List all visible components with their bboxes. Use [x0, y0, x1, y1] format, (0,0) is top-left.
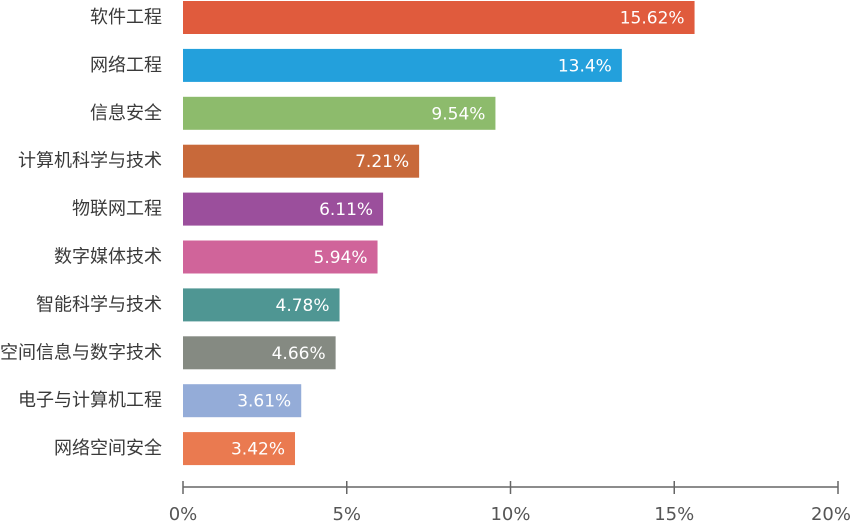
bar-value-label: 9.54% — [431, 104, 485, 124]
bar-value-label: 4.66% — [272, 344, 326, 364]
x-tick-label: 5% — [332, 504, 361, 525]
category-label: 电子与计算机工程 — [18, 390, 162, 411]
bar — [183, 144, 420, 178]
category-label: 数字媒体技术 — [54, 247, 162, 268]
category-label: 信息安全 — [90, 103, 162, 124]
bar — [183, 48, 622, 82]
bar — [183, 432, 296, 466]
bar — [183, 192, 384, 226]
category-label: 智能科学与技术 — [36, 294, 162, 315]
bar — [183, 240, 378, 274]
x-tick-label: 10% — [490, 504, 530, 525]
category-label: 计算机科学与技术 — [18, 151, 162, 172]
x-tick-label: 0% — [169, 504, 198, 525]
bar — [183, 96, 496, 130]
bar-value-label: 6.11% — [319, 200, 373, 220]
category-label: 物联网工程 — [72, 199, 162, 220]
bar — [183, 336, 336, 370]
bar — [183, 1, 695, 34]
x-tick-label: 15% — [654, 504, 694, 525]
bar — [183, 384, 302, 418]
category-label: 网络空间安全 — [54, 438, 162, 459]
bar-value-label: 4.78% — [276, 296, 330, 316]
x-axis: 0% 5% 10% 15% 20% — [169, 481, 851, 525]
category-label: 空间信息与数字技术 — [0, 342, 162, 363]
bar-value-label: 15.62% — [620, 9, 685, 29]
bar-value-label: 3.61% — [237, 392, 291, 412]
bar — [183, 288, 340, 322]
category-label: 网络工程 — [90, 55, 162, 76]
bar-value-label: 13.4% — [558, 56, 612, 76]
bars-group: 软件工程 15.62% 网络工程 13.4% 信息安全 9.54% 计算机科学与技术 7.21… — [0, 1, 695, 466]
x-tick-label: 20% — [811, 504, 851, 525]
bar-value-label: 7.21% — [355, 152, 409, 172]
bar-value-label: 5.94% — [314, 248, 368, 268]
bar-value-label: 3.42% — [231, 440, 285, 460]
category-label: 软件工程 — [90, 7, 162, 28]
